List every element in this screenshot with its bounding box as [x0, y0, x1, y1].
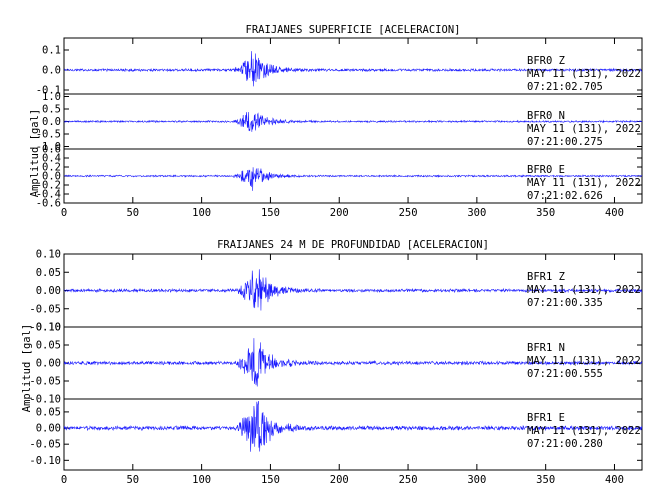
y-axis-label: Amplitud [gal]: [29, 109, 41, 198]
y-tick-label: 0.00: [36, 285, 61, 297]
station-label: BFR1 Z: [527, 271, 565, 283]
x-tick-label: 400: [605, 474, 624, 486]
y-tick-label: -0.05: [29, 376, 61, 388]
y-tick-label: 0.0: [42, 171, 61, 183]
y-tick-label: -0.10: [29, 455, 61, 467]
x-tick-label: 50: [126, 207, 139, 219]
date-label: MAY 11 (131), 2022: [527, 355, 641, 367]
y-tick-label: 0.2: [42, 162, 61, 174]
y-ticks: 0.10 0.05 0.00 -0.05 -0.10: [29, 322, 642, 406]
y-tick-label: 1.0: [42, 91, 61, 103]
x-tick-label: 150: [261, 474, 280, 486]
y-tick-label: 0.00: [36, 358, 61, 370]
date-label: MAY 11 (131), 2022: [527, 123, 641, 135]
time-label: 07:21:00.275: [527, 136, 603, 148]
x-tick-label: 50: [126, 474, 139, 486]
y-tick-label: 0.5: [42, 104, 61, 116]
x-tick-label: 250: [399, 474, 418, 486]
y-tick-label: -0.6: [36, 198, 61, 210]
y-tick-label: -0.10: [29, 394, 61, 406]
date-label: MAY 11 (131), 2022: [527, 284, 641, 296]
x-tick-label: 250: [399, 207, 418, 219]
date-label: MAY 11 (131), 2022: [527, 425, 641, 437]
chart-depth: FRAIJANES 24 M DE PROFUNDIDAD [ACELERACI…: [21, 239, 643, 486]
y-tick-label: 0.00: [36, 423, 61, 435]
x-tick-label: 0: [61, 474, 67, 486]
y-tick-label: -0.05: [29, 439, 61, 451]
time-label: 07:21:00.280: [527, 438, 603, 450]
y-ticks: 0.1 0.0 -0.1: [36, 45, 642, 97]
y-tick-label: 0.1: [42, 45, 61, 57]
y-tick-label: 0.6: [42, 144, 61, 156]
date-label: MAY 11 (131), 2022: [527, 177, 641, 189]
chart-title: FRAIJANES 24 M DE PROFUNDIDAD [ACELERACI…: [217, 239, 489, 251]
x-tick-label: 300: [467, 207, 486, 219]
y-tick-label: 0.4: [42, 153, 61, 165]
station-label: BFR0 Z: [527, 55, 565, 67]
x-tick-label: 300: [467, 474, 486, 486]
panel-frame: [63, 398, 643, 471]
y-tick-label: -0.4: [36, 189, 61, 201]
y-tick-label: 0.05: [36, 406, 61, 418]
waveform-line: [63, 51, 643, 87]
y-ticks: 1.00.50.0-0.5-1.0: [36, 91, 642, 153]
x-tick-label: 350: [536, 207, 555, 219]
x-tick-label: 100: [192, 474, 211, 486]
waveform-line: [63, 338, 643, 387]
y-tick-label: -0.5: [36, 129, 61, 141]
y-tick-label: -0.05: [29, 303, 61, 315]
y-tick-label: -1.0: [36, 141, 61, 153]
time-label: 07:21:00.335: [527, 297, 603, 309]
x-tick-label: 100: [192, 207, 211, 219]
x-tick-label: 200: [330, 207, 349, 219]
x-tick-label: 350: [536, 474, 555, 486]
station-label: BFR1 E: [527, 412, 565, 424]
y-axis-label: Amplitud [gal]: [21, 324, 33, 413]
time-label: 07:21:00.555: [527, 368, 603, 380]
channel-panel: 1.00.50.0-0.5-1.0 BFR0 N MAY 11 (131), 2…: [36, 91, 643, 153]
x-tick-label: 200: [330, 474, 349, 486]
y-tick-label: 0.0: [42, 65, 61, 77]
x-tick-label: 0: [61, 207, 67, 219]
x-tick-label: 150: [261, 207, 280, 219]
x-tick-label: 400: [605, 207, 624, 219]
channel-panel: 0.1 0.0 -0.1 BFR0 Z MAY 11 (131), 2022 07:…: [36, 37, 643, 97]
waveform-line: [63, 400, 643, 452]
station-label: BFR0 N: [527, 110, 565, 122]
station-label: BFR1 N: [527, 342, 565, 354]
y-tick-label: -0.10: [29, 322, 61, 334]
y-ticks: 0.60.40.20.0-0.2-0.4-0.6: [36, 144, 642, 210]
y-tick-label: 0.05: [36, 267, 61, 279]
y-tick-label: 0.0: [42, 116, 61, 128]
time-label: 07:21:02.626: [527, 190, 603, 202]
y-tick-label: 0.05: [36, 340, 61, 352]
date-label: MAY 11 (131), 2022: [527, 68, 641, 80]
y-tick-label: -0.2: [36, 180, 61, 192]
waveform-line: [63, 269, 643, 311]
y-tick-label: 0.10: [36, 249, 61, 261]
channel-panel: 0.05 0.00 -0.05 -0.10 BFR1 E MAY 11 (131), …: [29, 398, 643, 471]
station-label: BFR0 E: [527, 164, 565, 176]
channel-panel: 0.10 0.05 0.00 -0.05 -0.10 BFR1 Z MAY 11 (13…: [29, 249, 643, 334]
x-axis-ticks: 0 50 100 150 200 250 300 350 400: [61, 38, 624, 219]
waveform-line: [63, 167, 643, 191]
channel-panel: 0.10 0.05 0.00 -0.05 -0.10 BFR1 N MAY 11 (13…: [29, 322, 643, 406]
time-label: 07:21:02.705: [527, 81, 603, 93]
waveform-line: [63, 112, 643, 132]
y-tick-label: -0.1: [36, 85, 61, 97]
x-axis-ticks: 0 50 100 150 200 250 300 350 400: [61, 254, 624, 486]
chart-surface: FRAIJANES SUPERFICIE [ACELERACION] Ampli…: [29, 24, 643, 219]
chart-title: FRAIJANES SUPERFICIE [ACELERACION]: [246, 24, 461, 36]
y-tick-label: 0.10: [36, 322, 61, 334]
